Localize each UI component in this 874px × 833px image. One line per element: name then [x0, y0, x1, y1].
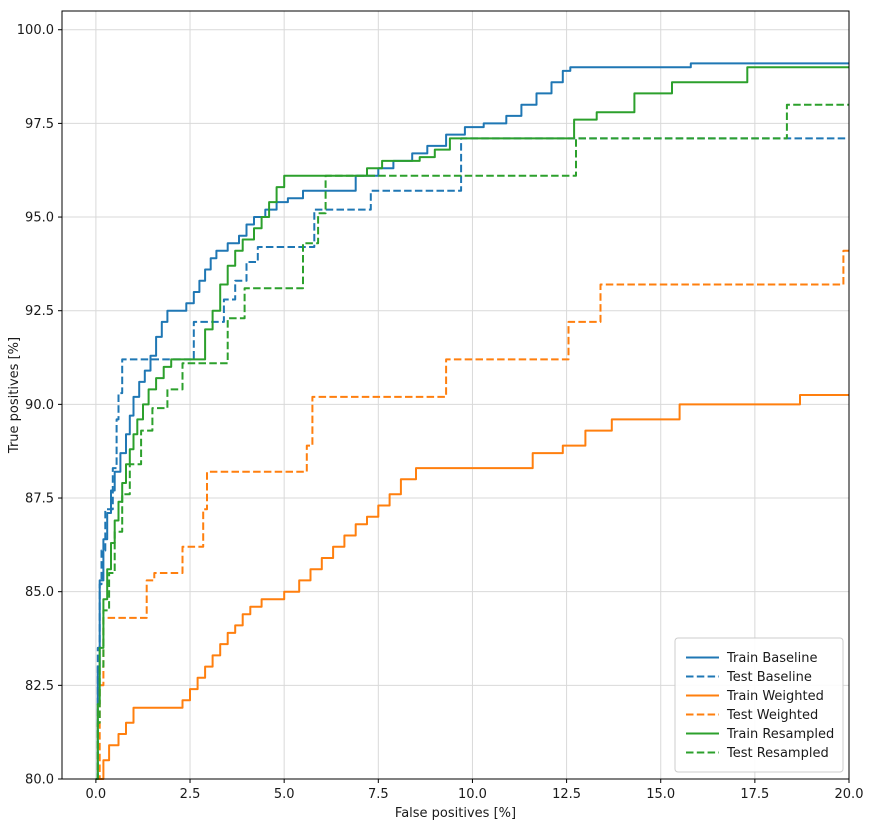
x-axis-label: False positives [%]: [395, 806, 516, 821]
x-tick-label: 15.0: [646, 787, 675, 802]
legend: Train Baseline Test Baseline Train Weighte…: [674, 637, 844, 773]
y-axis-label: True positives [%]: [7, 337, 22, 454]
y-tick-label: 87.5: [25, 492, 54, 507]
x-tick-label: 20.0: [835, 787, 864, 802]
legend-entry: Train Baseline: [686, 651, 817, 666]
legend-entry: Test Resampled: [686, 746, 829, 761]
x-tick-label: 12.5: [552, 787, 581, 802]
legend-label: Train Resampled: [726, 727, 834, 742]
x-tick-label: 10.0: [458, 787, 487, 802]
x-tick-label: 0.0: [86, 787, 107, 802]
y-tick-label: 95.0: [25, 211, 54, 226]
ticks: 0.0 2.5 5.0 7.5 10.0 12.5 15.0 17.5 20.0 80.0 82.5…: [17, 23, 864, 802]
legend-label: Train Baseline: [726, 651, 817, 666]
legend-entry: Train Resampled: [686, 727, 834, 742]
legend-entry: Test Baseline: [686, 670, 812, 685]
legend-label: Train Weighted: [726, 689, 824, 704]
legend-entry: Test Weighted: [686, 708, 818, 723]
legend-box: [674, 637, 844, 773]
y-tick-label: 100.0: [17, 23, 54, 38]
series-group: [95, 62, 849, 780]
y-tick-label: 85.0: [25, 585, 54, 600]
plot-border: [61, 10, 850, 780]
series-line-test-resampled: [95, 103, 849, 780]
y-tick-label: 82.5: [25, 679, 54, 694]
series-line-test-baseline: [95, 137, 849, 780]
y-tick-label: 97.5: [25, 117, 54, 132]
x-tick-label: 5.0: [274, 787, 295, 802]
x-tick-label: 17.5: [740, 787, 769, 802]
legend-label: Test Baseline: [726, 670, 812, 685]
y-tick-label: 90.0: [25, 398, 54, 413]
series-line-test-weighted: [95, 249, 849, 780]
x-tick-label: 7.5: [368, 787, 389, 802]
legend-label: Test Weighted: [726, 708, 818, 723]
y-tick-label: 92.5: [25, 304, 54, 319]
series-line-train-weighted: [95, 394, 849, 780]
legend-label: Test Resampled: [726, 746, 829, 761]
legend-entry: Train Weighted: [686, 689, 824, 704]
series-line-train-resampled: [95, 66, 849, 780]
y-tick-label: 80.0: [25, 773, 54, 788]
series-line-train-baseline: [95, 62, 849, 780]
x-tick-label: 2.5: [180, 787, 201, 802]
